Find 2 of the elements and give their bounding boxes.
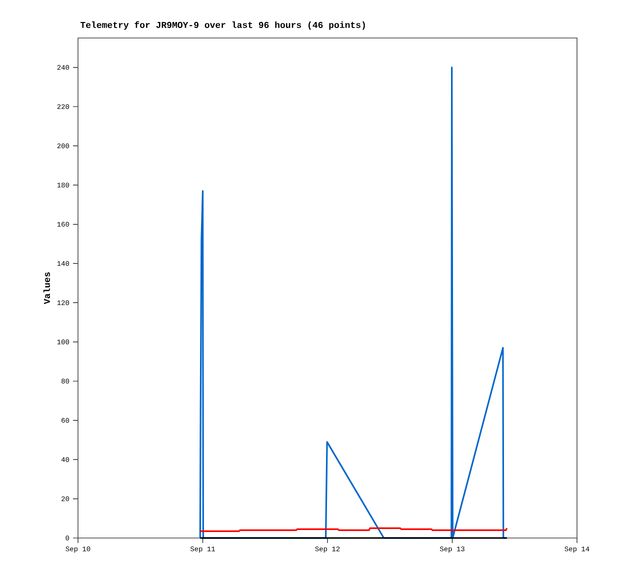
chart-title: Telemetry for JR9MOY-9 over last 96 hours (46 points) — [80, 21, 365, 30]
y-axis-title: Values — [43, 272, 50, 304]
